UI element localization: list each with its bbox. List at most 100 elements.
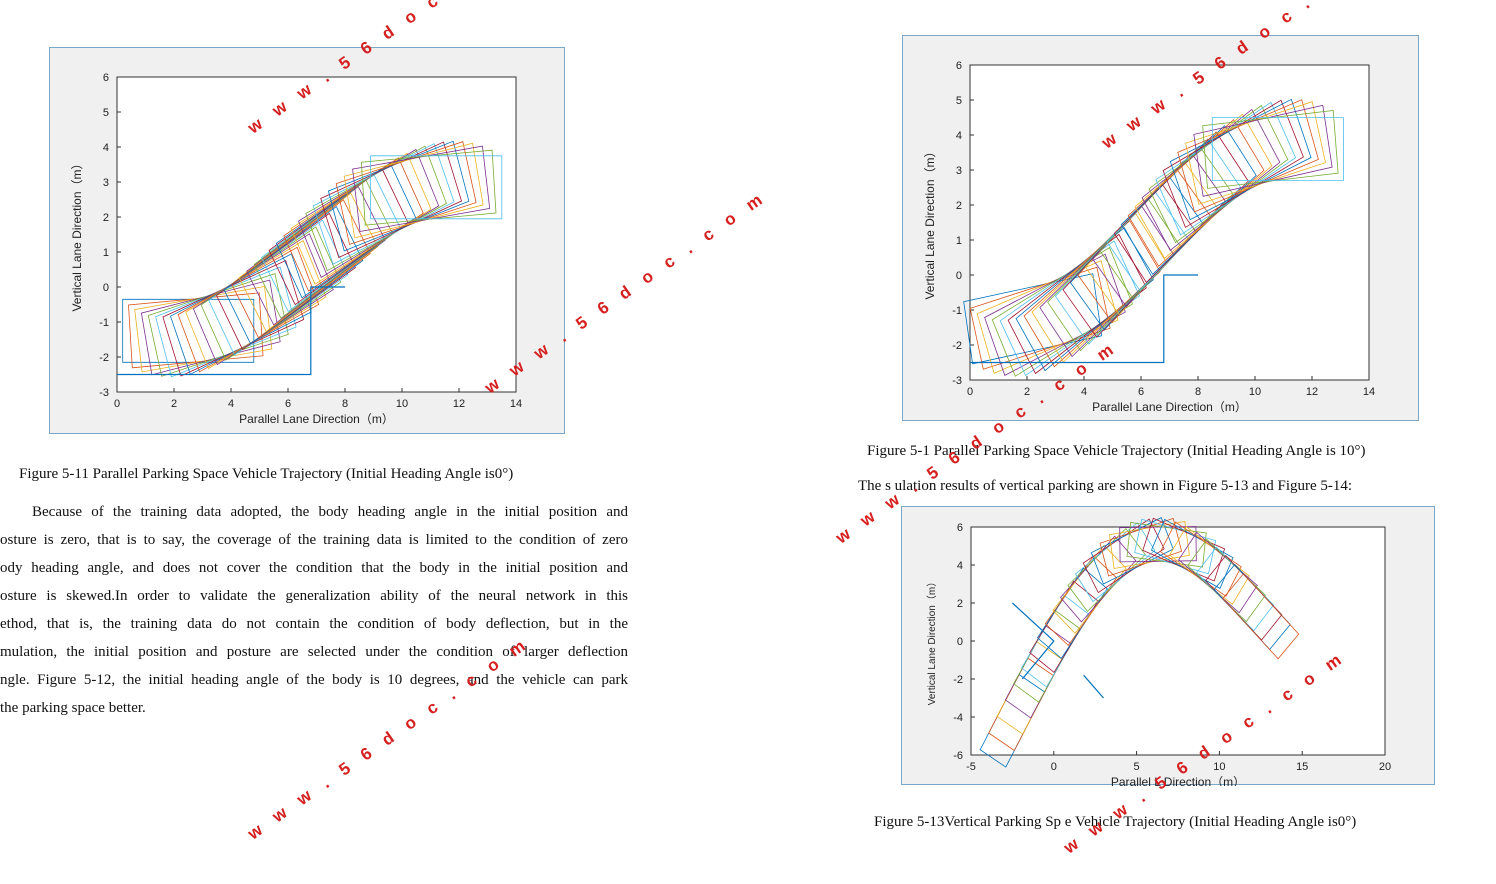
x-tick-label: 10 bbox=[1213, 761, 1225, 773]
y-tick-label: 3 bbox=[103, 177, 109, 189]
paragraph-line: ody heading angle, and does not cover th… bbox=[0, 560, 628, 576]
y-tick-label: 4 bbox=[957, 560, 963, 572]
y-axis-label: Vertical Lane Direction（m） bbox=[926, 577, 938, 705]
figure-5-13: -5 0 5 10 15 20 -6 -4 -2 0 2 4 6 Parallel L Direction… bbox=[901, 506, 1435, 786]
x-tick-label: 20 bbox=[1379, 761, 1391, 773]
y-tick-label: 4 bbox=[956, 130, 962, 142]
x-tick-label: 10 bbox=[1249, 386, 1261, 398]
parking-space-outline bbox=[117, 286, 345, 376]
x-tick-label: 5 bbox=[1134, 761, 1140, 773]
y-tick-label: 0 bbox=[957, 636, 963, 648]
x-tick-label: -5 bbox=[966, 761, 976, 773]
trajectory-rect bbox=[162, 259, 305, 377]
trajectory-rect bbox=[200, 226, 342, 361]
y-tick-label: 2 bbox=[957, 598, 963, 610]
y-tick-label: 1 bbox=[956, 235, 962, 247]
trajectory-rect bbox=[170, 253, 312, 375]
y-tick-label: -3 bbox=[99, 387, 109, 399]
trajectory-rect bbox=[238, 192, 379, 333]
trajectory-rect bbox=[231, 199, 371, 339]
between-figures-text: The s ulation results of vertical parkin… bbox=[858, 478, 1353, 494]
caption-fig-5-11: Figure 5-11 Parallel Parking Space Vehic… bbox=[19, 466, 514, 482]
trajectory-rect bbox=[185, 240, 327, 370]
plot-area bbox=[116, 76, 517, 393]
trajectory-rect bbox=[1169, 98, 1312, 221]
y-tick-label: -4 bbox=[953, 712, 963, 724]
y-tick-label: 3 bbox=[956, 165, 962, 177]
trajectory-rect bbox=[246, 185, 386, 326]
trajectory-rect bbox=[223, 205, 364, 345]
trajectory-rect bbox=[1222, 573, 1300, 660]
y-tick-label: 5 bbox=[956, 95, 962, 107]
x-tick-label: 2 bbox=[1024, 386, 1030, 398]
paragraph-line: ngle. Figure 5-12, the initial heading a… bbox=[0, 672, 628, 688]
y-axis-label: Vertical Lane Direction（m） bbox=[923, 145, 937, 299]
y-tick-label: -2 bbox=[953, 674, 963, 686]
figure-5-12: 0 2 4 6 8 10 12 14 -3 -2 -1 0 1 2 3 4 5 6 Parallel Lane Di… bbox=[902, 35, 1419, 421]
trajectory-rect bbox=[177, 246, 320, 373]
x-tick-label: 6 bbox=[1138, 386, 1144, 398]
trajectory-rect bbox=[343, 142, 484, 239]
paragraph-line: the parking space better. bbox=[0, 700, 146, 716]
x-tick-label: 14 bbox=[1363, 386, 1375, 398]
y-tick-label: 5 bbox=[103, 107, 109, 119]
parking-space-outline bbox=[970, 274, 1198, 364]
x-tick-label: 15 bbox=[1296, 761, 1308, 773]
trajectory-rect bbox=[1090, 517, 1174, 585]
x-tick-label: 8 bbox=[1195, 386, 1201, 398]
x-tick-label: 0 bbox=[1051, 761, 1057, 773]
trajectory-rect bbox=[208, 219, 349, 356]
caption-fig-5-13: Figure 5-13Vertical Parking Sp e Vehicle… bbox=[874, 814, 1357, 830]
y-tick-label: -3 bbox=[952, 375, 962, 387]
y-tick-label: 2 bbox=[103, 212, 109, 224]
x-tick-label: 4 bbox=[228, 398, 234, 410]
x-tick-label: 6 bbox=[285, 398, 291, 410]
x-axis-label: Parallel L Direction（m） bbox=[1111, 775, 1245, 786]
paragraph-line: ethod, that is, the training data do not… bbox=[0, 616, 628, 632]
y-tick-label: -1 bbox=[99, 317, 109, 329]
y-axis-label: Vertical Lane Direction（m） bbox=[70, 157, 84, 311]
trajectory-rect bbox=[1177, 99, 1319, 213]
y-tick-label: -6 bbox=[953, 750, 963, 762]
y-tick-label: 6 bbox=[103, 72, 109, 84]
caption-fig-5-12: Figure 5-1 Parallel Parking Space Vehicl… bbox=[867, 443, 1366, 459]
parking-space-outline bbox=[1083, 674, 1104, 699]
y-tick-label: 6 bbox=[957, 522, 963, 534]
parking-space-outline bbox=[1011, 602, 1055, 680]
x-tick-label: 0 bbox=[114, 398, 120, 410]
chart-fig-5-13: -5 0 5 10 15 20 -6 -4 -2 0 2 4 6 Parallel L Direction… bbox=[926, 517, 1391, 786]
trajectory-rect bbox=[370, 155, 503, 220]
trajectory-rect bbox=[335, 141, 477, 245]
trajectory-rect bbox=[215, 212, 356, 351]
x-tick-label: 4 bbox=[1081, 386, 1087, 398]
x-tick-label: 8 bbox=[342, 398, 348, 410]
trajectory-rect bbox=[327, 140, 470, 252]
trajectory-rect bbox=[1134, 518, 1217, 575]
trajectory-rect bbox=[128, 292, 264, 369]
y-tick-label: 2 bbox=[956, 200, 962, 212]
y-tick-label: 6 bbox=[956, 60, 962, 72]
trajectory-rect bbox=[1202, 110, 1339, 189]
trajectory-rect bbox=[1185, 101, 1326, 205]
trajectory-rect bbox=[155, 266, 297, 378]
trajectory-rect bbox=[1067, 527, 1146, 613]
paragraph-line: mulation, the initial position and postu… bbox=[0, 644, 628, 660]
y-tick-label: 1 bbox=[103, 247, 109, 259]
plot-area bbox=[969, 64, 1370, 381]
x-tick-label: 12 bbox=[453, 398, 465, 410]
x-tick-label: 10 bbox=[396, 398, 408, 410]
trajectory-rect bbox=[360, 149, 497, 226]
y-tick-label: -1 bbox=[952, 305, 962, 317]
x-axis-label: Parallel Lane Direction（m） bbox=[1092, 400, 1247, 414]
y-tick-label: 0 bbox=[103, 282, 109, 294]
paragraph-line: osture is skewed.In order to validate th… bbox=[0, 588, 628, 604]
x-tick-label: 14 bbox=[510, 398, 522, 410]
body-paragraph: Because of the training data adopted, th… bbox=[0, 498, 628, 722]
y-tick-label: -2 bbox=[99, 352, 109, 364]
x-axis-label: Parallel Lane Direction（m） bbox=[239, 412, 394, 426]
trajectory-rect bbox=[1099, 517, 1183, 577]
trajectory-rect bbox=[192, 233, 334, 366]
figure-5-11: 0 2 4 6 8 10 12 14 -3 -2 -1 0 1 2 3 4 5 6 Parallel Lane Di… bbox=[49, 47, 565, 434]
